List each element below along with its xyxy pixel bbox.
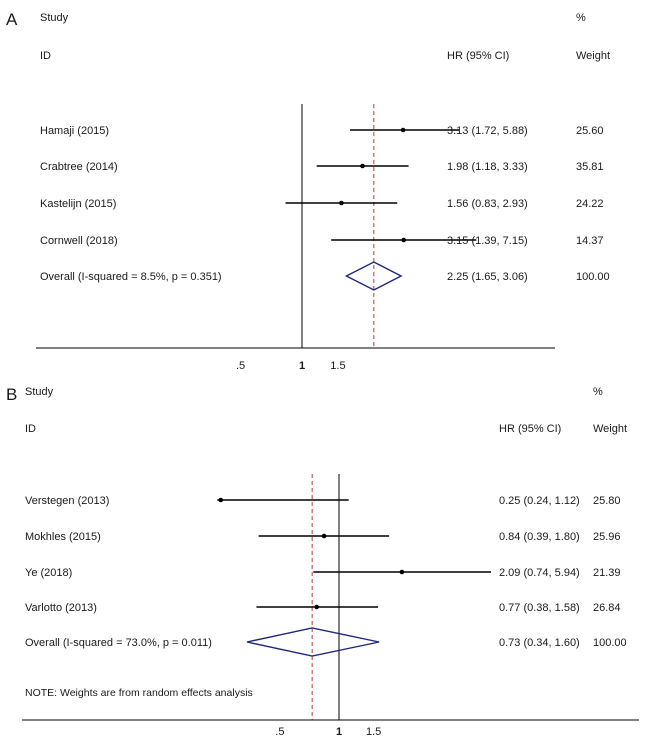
id-header: ID	[40, 50, 51, 62]
point-estimate	[400, 127, 406, 133]
hr-ci-header: HR (95% CI)	[447, 50, 509, 62]
study-label: Cornwell (2018)	[40, 235, 118, 247]
hr-ci-value: 0.84 (0.39, 1.80)	[499, 531, 580, 543]
percent-header: %	[576, 12, 586, 24]
weight-value: 25.96	[593, 531, 621, 543]
weight-value: 21.39	[593, 567, 621, 579]
x-tick-label: 1	[336, 726, 342, 738]
hr-ci-value: 3.15 (1.39, 7.15)	[447, 235, 528, 247]
overall-hr-ci-value: 2.25 (1.65, 3.06)	[447, 271, 528, 283]
study-label: Ye (2018)	[25, 567, 72, 579]
hr-ci-value: 2.09 (0.74, 5.94)	[499, 567, 580, 579]
panel-letter: A	[6, 10, 18, 29]
x-tick-label: .5	[236, 360, 245, 372]
point-estimate	[339, 200, 344, 206]
weight-value: 35.81	[576, 161, 604, 173]
hr-ci-value: 0.25 (0.24, 1.12)	[499, 495, 580, 507]
study-label: Verstegen (2013)	[25, 495, 109, 507]
panel-letter: B	[6, 385, 17, 404]
percent-header: %	[593, 386, 603, 398]
point-estimate	[401, 237, 406, 243]
point-estimate	[314, 604, 320, 610]
study-label: Mokhles (2015)	[25, 531, 101, 543]
weight-value: 25.80	[593, 495, 621, 507]
overall-label: Overall (I-squared = 73.0%, p = 0.011)	[25, 637, 212, 649]
weight-header: Weight	[576, 50, 610, 62]
x-tick-label: 1.5	[330, 360, 345, 372]
hr-ci-value: 0.77 (0.38, 1.58)	[499, 602, 580, 614]
weight-value: 14.37	[576, 235, 604, 247]
hr-ci-value: 3.13 (1.72, 5.88)	[447, 125, 528, 137]
study-label: Crabtree (2014)	[40, 161, 118, 173]
overall-diamond	[344, 261, 403, 291]
study-header: Study	[25, 386, 54, 398]
hr-ci-value: 1.98 (1.18, 3.33)	[447, 161, 528, 173]
hr-ci-header: HR (95% CI)	[499, 423, 561, 435]
overall-diamond	[246, 627, 380, 657]
overall-label: Overall (I-squared = 8.5%, p = 0.351)	[40, 271, 222, 283]
x-tick-label: .5	[275, 726, 284, 738]
overall-hr-ci-value: 0.73 (0.34, 1.60)	[499, 637, 580, 649]
weight-header: Weight	[593, 423, 627, 435]
hr-ci-value: 1.56 (0.83, 2.93)	[447, 198, 528, 210]
study-header: Study	[40, 12, 69, 24]
weight-value: 24.22	[576, 198, 604, 210]
study-label: Varlotto (2013)	[25, 602, 97, 614]
id-header: ID	[25, 423, 36, 435]
point-estimate	[360, 163, 365, 169]
weight-value: 25.60	[576, 125, 604, 137]
overall-weight-value: 100.00	[593, 637, 627, 649]
weight-value: 26.84	[593, 602, 621, 614]
point-estimate	[399, 569, 405, 575]
overall-weight-value: 100.00	[576, 271, 610, 283]
point-estimate	[218, 497, 224, 503]
point-estimate	[321, 533, 327, 539]
x-tick-label: 1.5	[366, 726, 381, 738]
study-label: Kastelijn (2015)	[40, 198, 116, 210]
note-text: NOTE: Weights are from random effects an…	[25, 687, 253, 699]
x-tick-label: 1	[299, 360, 305, 372]
study-label: Hamaji (2015)	[40, 125, 109, 137]
